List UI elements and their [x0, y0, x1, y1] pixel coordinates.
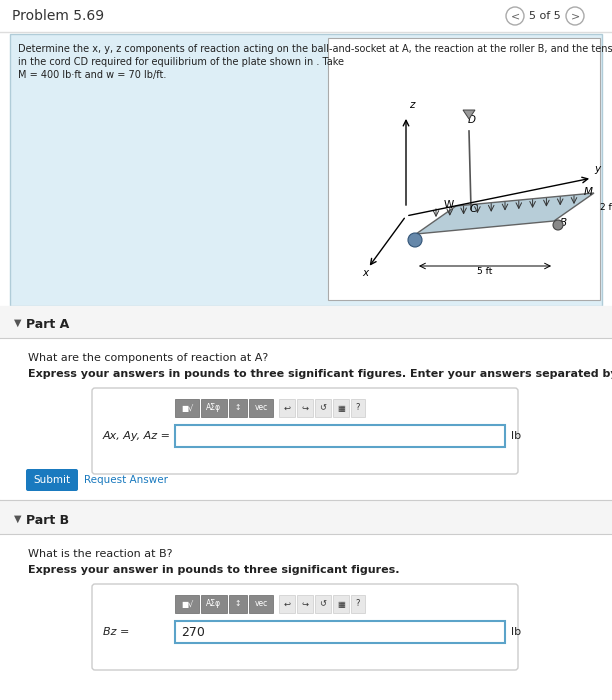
Circle shape	[506, 7, 524, 25]
FancyBboxPatch shape	[315, 595, 331, 613]
FancyBboxPatch shape	[175, 621, 505, 643]
Text: 2 ft: 2 ft	[600, 202, 612, 211]
Text: ▼: ▼	[14, 514, 21, 524]
FancyBboxPatch shape	[92, 584, 518, 670]
Text: Ax, Ay, Az =: Ax, Ay, Az =	[103, 431, 171, 441]
FancyBboxPatch shape	[175, 595, 199, 613]
Text: Bz =: Bz =	[103, 627, 129, 637]
Text: ↩: ↩	[283, 403, 291, 412]
Text: ↺: ↺	[319, 599, 326, 608]
Text: ↕: ↕	[235, 599, 241, 608]
Text: x: x	[362, 268, 368, 278]
Polygon shape	[416, 193, 594, 234]
Text: Determine the x, y, z components of reaction acting on the ball-and-socket at A,: Determine the x, y, z components of reac…	[18, 44, 612, 54]
Text: Express your answers in pounds to three significant figures. Enter your answers : Express your answers in pounds to three …	[28, 369, 612, 379]
FancyBboxPatch shape	[297, 595, 313, 613]
Text: ↪: ↪	[302, 403, 308, 412]
Text: ↕: ↕	[235, 403, 241, 412]
Text: ■√: ■√	[181, 599, 193, 608]
FancyBboxPatch shape	[201, 595, 227, 613]
Text: ↩: ↩	[283, 599, 291, 608]
Text: What is the reaction at B?: What is the reaction at B?	[28, 549, 173, 559]
Text: ?: ?	[356, 403, 360, 412]
FancyBboxPatch shape	[175, 399, 199, 417]
FancyBboxPatch shape	[351, 399, 365, 417]
Text: D: D	[468, 115, 476, 125]
FancyBboxPatch shape	[92, 388, 518, 474]
FancyBboxPatch shape	[201, 399, 227, 417]
Text: lb: lb	[511, 627, 521, 637]
Text: Express your answer in pounds to three significant figures.: Express your answer in pounds to three s…	[28, 565, 400, 575]
Text: B: B	[560, 218, 567, 228]
FancyBboxPatch shape	[279, 399, 295, 417]
Text: ■√: ■√	[181, 403, 193, 412]
Text: vec: vec	[255, 403, 267, 412]
Text: Submit: Submit	[34, 475, 70, 485]
Text: W: W	[444, 200, 454, 210]
Text: M: M	[584, 187, 593, 197]
Text: C: C	[470, 204, 477, 214]
Text: ?: ?	[356, 599, 360, 608]
FancyBboxPatch shape	[0, 306, 612, 700]
Text: <: <	[510, 11, 520, 21]
FancyBboxPatch shape	[229, 595, 247, 613]
Text: Part B: Part B	[26, 514, 69, 527]
Text: Problem 5.69: Problem 5.69	[12, 9, 104, 23]
Text: ▦: ▦	[337, 599, 345, 608]
FancyBboxPatch shape	[0, 0, 612, 32]
Text: ▼: ▼	[14, 318, 21, 328]
Circle shape	[566, 7, 584, 25]
Text: Part A: Part A	[26, 318, 69, 331]
Text: vec: vec	[255, 599, 267, 608]
FancyBboxPatch shape	[0, 535, 612, 700]
FancyBboxPatch shape	[249, 399, 273, 417]
Text: 270: 270	[181, 626, 205, 638]
FancyBboxPatch shape	[249, 595, 273, 613]
Text: >: >	[570, 11, 580, 21]
FancyBboxPatch shape	[328, 38, 600, 300]
Text: 5 ft: 5 ft	[477, 267, 493, 276]
FancyBboxPatch shape	[297, 399, 313, 417]
FancyBboxPatch shape	[0, 339, 612, 499]
FancyBboxPatch shape	[333, 595, 349, 613]
Circle shape	[408, 233, 422, 247]
FancyBboxPatch shape	[26, 469, 78, 491]
Text: A: A	[411, 238, 417, 248]
Text: in the cord CD required for equilibrium of the plate shown in . Take: in the cord CD required for equilibrium …	[18, 57, 344, 67]
Text: ↪: ↪	[302, 599, 308, 608]
Text: AΣφ: AΣφ	[206, 403, 222, 412]
Circle shape	[553, 220, 563, 230]
Text: ↺: ↺	[319, 403, 326, 412]
Text: M = 400 lb·ft and w = 70 lb/ft.: M = 400 lb·ft and w = 70 lb/ft.	[18, 70, 166, 80]
FancyBboxPatch shape	[10, 34, 602, 306]
Text: AΣφ: AΣφ	[206, 599, 222, 608]
Text: What are the components of reaction at A?: What are the components of reaction at A…	[28, 353, 268, 363]
FancyBboxPatch shape	[175, 425, 505, 447]
FancyBboxPatch shape	[279, 595, 295, 613]
Polygon shape	[463, 110, 475, 119]
FancyBboxPatch shape	[315, 399, 331, 417]
FancyBboxPatch shape	[229, 399, 247, 417]
Text: Request Answer: Request Answer	[84, 475, 168, 485]
Text: z: z	[409, 100, 414, 110]
Text: lb: lb	[511, 431, 521, 441]
FancyBboxPatch shape	[351, 595, 365, 613]
Text: 5 of 5: 5 of 5	[529, 11, 561, 21]
FancyBboxPatch shape	[0, 500, 612, 514]
Text: y: y	[594, 164, 600, 174]
FancyBboxPatch shape	[333, 399, 349, 417]
Text: ▦: ▦	[337, 403, 345, 412]
